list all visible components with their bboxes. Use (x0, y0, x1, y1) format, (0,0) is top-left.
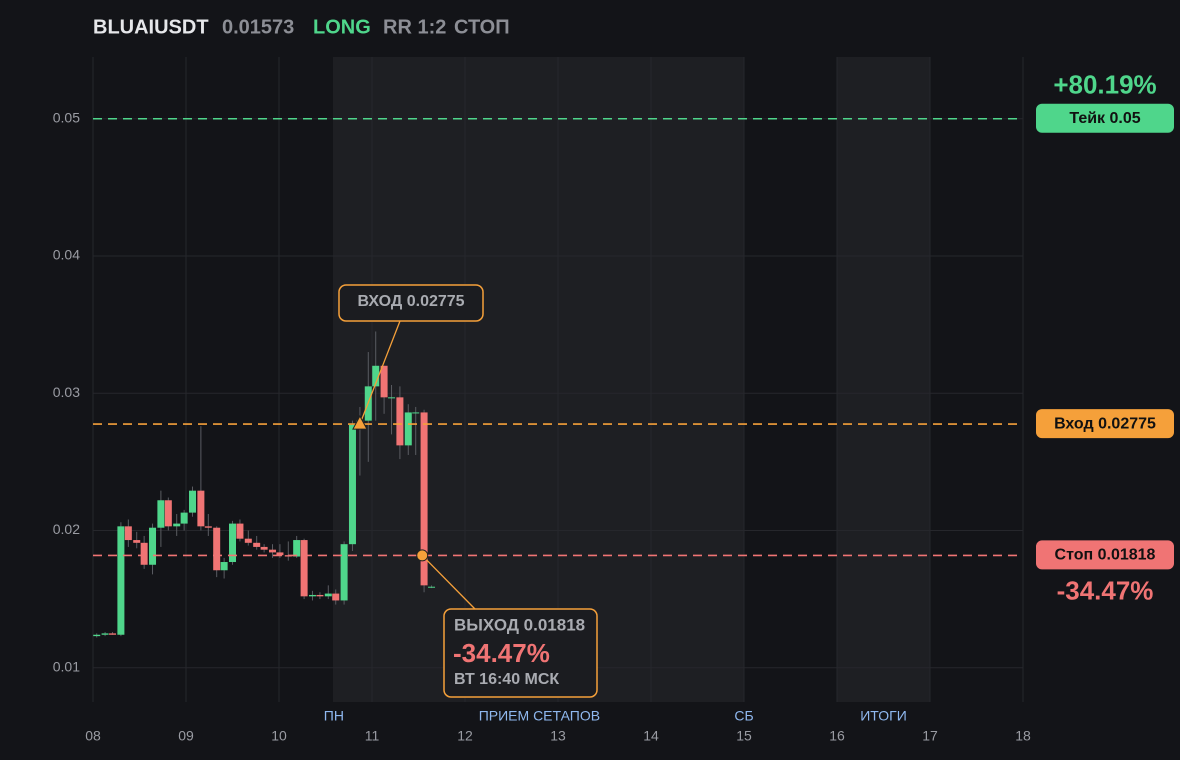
exit-marker (416, 549, 429, 562)
candle-body (300, 540, 308, 597)
candle-body (396, 397, 404, 446)
candle-body (164, 500, 172, 527)
candle-body (140, 542, 148, 565)
candle-body (220, 562, 228, 571)
entry-marker (352, 415, 368, 430)
candle-body (340, 544, 348, 601)
exit-pct: -34.47% (453, 638, 550, 668)
y-tick-label: 0.02 (53, 521, 80, 537)
entry-box (338, 284, 484, 322)
exit-leader (421, 554, 476, 610)
session-label: СБ (734, 708, 753, 724)
candle-body (189, 490, 197, 513)
candle-body (380, 365, 388, 398)
candle-body (244, 538, 252, 543)
candle-body (253, 542, 261, 547)
candle-body (348, 424, 356, 545)
level-label: Стоп 0.01818 (1055, 547, 1156, 564)
candle-body (388, 397, 396, 399)
level-pill (1036, 409, 1174, 439)
session-shade (837, 57, 930, 702)
candle-body (428, 586, 436, 588)
candle-body (197, 490, 205, 527)
x-tick-label: 16 (829, 728, 845, 744)
x-tick-label: 09 (178, 728, 194, 744)
level-pct: -34.47% (1057, 575, 1154, 605)
side: LONG (313, 16, 371, 38)
x-tick-label: 11 (365, 728, 380, 744)
candle-body (308, 594, 316, 597)
candle-body (109, 633, 117, 635)
candle-body (101, 633, 109, 635)
candle-body (260, 546, 268, 550)
y-tick-label: 0.01 (53, 658, 80, 674)
candle-body (229, 523, 236, 563)
session-label: ПН (324, 708, 344, 724)
candle-body (316, 594, 324, 597)
session-label: ИТОГИ (860, 708, 907, 724)
exit-label: ВЫХОД 0.01818 (454, 615, 585, 634)
x-tick-label: 10 (271, 728, 287, 744)
candle-body (276, 552, 284, 556)
status: СТОП (454, 16, 510, 38)
candle-body (412, 412, 420, 414)
x-tick-label: 14 (643, 728, 659, 744)
y-tick-label: 0.05 (53, 109, 80, 125)
level-label: Тейк 0.05 (1069, 110, 1140, 127)
candle-body (293, 540, 301, 557)
session-shade (332, 57, 744, 702)
candle-body (124, 526, 132, 541)
level-pill (1036, 103, 1174, 133)
x-tick-label: 17 (922, 728, 938, 744)
candle-body (213, 527, 221, 571)
candle-body (180, 512, 188, 524)
exit-box (443, 608, 598, 698)
price: 0.01573 (222, 16, 294, 38)
rr: RR 1:2 (383, 16, 446, 38)
x-tick-label: 12 (457, 728, 473, 744)
level-label: Вход 0.02775 (1054, 415, 1156, 432)
candle-body (133, 540, 141, 543)
x-tick-label: 18 (1015, 728, 1031, 744)
candle-body (420, 412, 428, 586)
session-label: ПРИЕМ СЕТАПОВ (479, 708, 600, 724)
candle-body (324, 593, 332, 597)
candle-body (268, 549, 276, 553)
y-tick-label: 0.04 (53, 247, 80, 263)
candle-body (117, 526, 125, 635)
candle-body (372, 365, 380, 387)
candle-body (93, 634, 101, 637)
entry-label: ВХОД 0.02775 (357, 293, 464, 310)
candle-body (157, 500, 165, 528)
entry-leader (359, 320, 401, 425)
level-pct: +80.19% (1053, 70, 1156, 100)
candle-body (236, 523, 244, 539)
x-tick-label: 08 (85, 728, 101, 744)
y-tick-label: 0.03 (53, 384, 80, 400)
x-tick-label: 15 (736, 728, 752, 744)
x-tick-label: 13 (550, 728, 566, 744)
exit-time: ВТ 16:40 МСК (454, 671, 559, 688)
symbol: BLUAIUSDT (93, 16, 209, 38)
level-pill (1036, 540, 1174, 570)
candle-body (149, 527, 157, 565)
candle-body (332, 593, 340, 601)
candle-body (204, 526, 212, 528)
candle-body (173, 523, 181, 527)
candle-body (404, 412, 412, 446)
